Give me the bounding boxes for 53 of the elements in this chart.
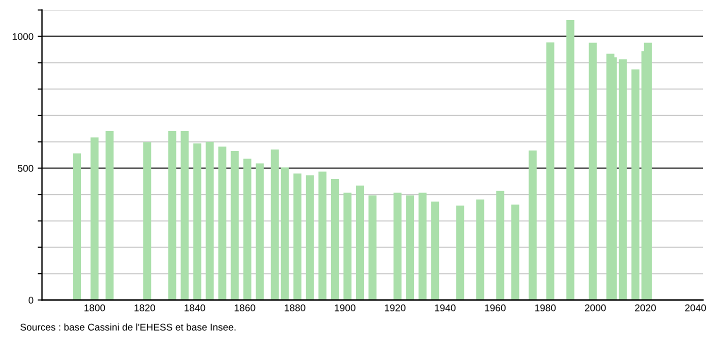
y-tick-label: 500 [18, 164, 34, 172]
bar [528, 150, 537, 300]
bar [418, 192, 427, 300]
x-tick-label: 1860 [234, 304, 256, 312]
bar [456, 206, 464, 300]
x-tick-label: 1880 [284, 304, 306, 312]
bar [566, 20, 574, 300]
x-tick-label: 1800 [84, 304, 106, 312]
x-tick-label: 1980 [535, 304, 556, 312]
bar [256, 163, 264, 300]
bar [511, 204, 520, 300]
bar [306, 175, 314, 300]
bar [73, 153, 82, 300]
bar [280, 167, 289, 300]
bar [496, 190, 504, 300]
bar [206, 142, 214, 300]
bar [143, 142, 152, 300]
x-tick-label: 1900 [334, 304, 356, 312]
bar [90, 137, 99, 300]
bar [343, 192, 352, 300]
bar [406, 195, 414, 300]
x-tick-label: 2000 [585, 304, 606, 312]
bar [318, 172, 326, 300]
bar [218, 146, 226, 300]
y-tick-label: 0 [28, 296, 34, 304]
bar [330, 178, 339, 300]
bar [546, 42, 554, 300]
bar [644, 42, 652, 300]
x-tick-label: 1960 [485, 304, 506, 312]
bar [476, 200, 484, 300]
bar [356, 186, 364, 300]
bar [368, 195, 377, 300]
bar [394, 192, 402, 300]
bar [588, 42, 597, 300]
source-note: Sources : base Cassini de l'EHESS et base Insee. [20, 323, 236, 331]
x-tick-label: 1920 [384, 304, 406, 312]
x-tick-label: 1940 [435, 304, 456, 312]
bar [618, 59, 627, 300]
x-tick-label: 2020 [635, 304, 656, 312]
bar [631, 69, 640, 300]
y-tick-label: 1000 [12, 33, 34, 40]
bar [243, 158, 252, 300]
bar [106, 131, 114, 300]
bar [168, 131, 176, 300]
x-tick-label: 1840 [184, 304, 206, 312]
bar [431, 202, 440, 300]
bar [293, 173, 302, 300]
x-tick-label: 2040 [685, 304, 706, 312]
x-tick-label: 1820 [134, 304, 156, 312]
bar [230, 151, 239, 300]
bar [180, 131, 189, 300]
bar [193, 143, 202, 300]
bar [270, 149, 279, 300]
